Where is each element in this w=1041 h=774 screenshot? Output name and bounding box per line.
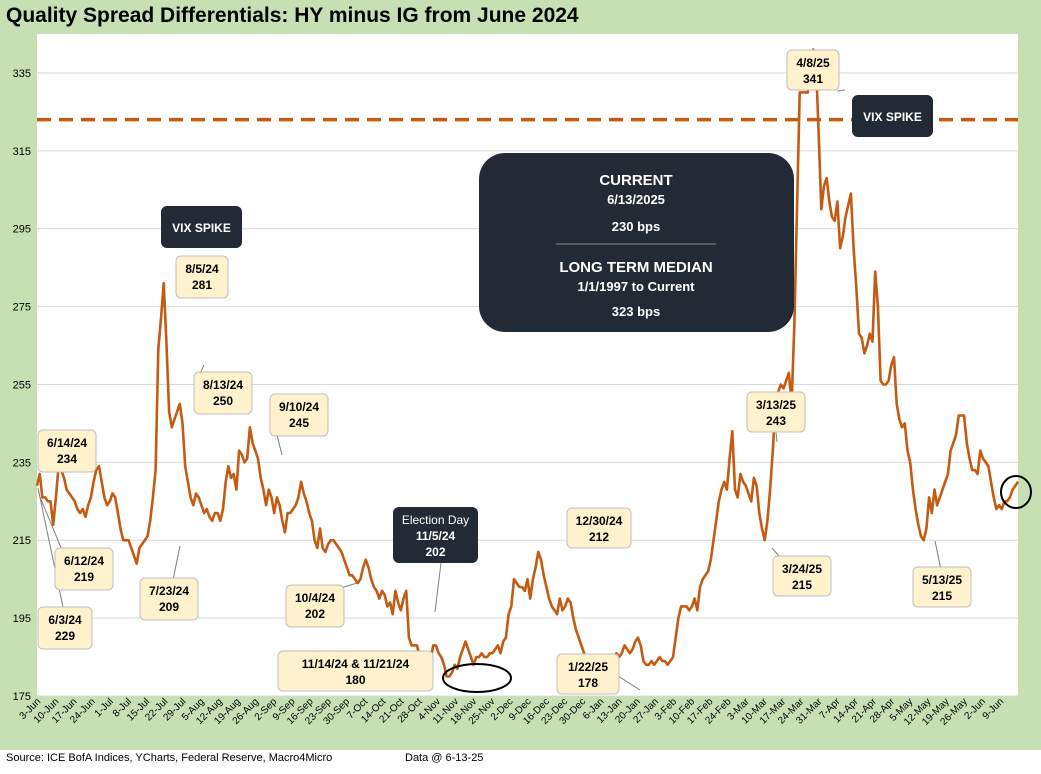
data-date: Data @ 6-13-25	[405, 752, 484, 764]
annotation-box	[746, 391, 806, 433]
annotation-value: 341	[803, 72, 823, 86]
annotation-value: 243	[766, 414, 786, 428]
leader-line	[434, 562, 442, 613]
leader-line	[934, 540, 942, 571]
vix-spike-box	[161, 206, 242, 248]
y-tick-label: 235	[13, 457, 31, 469]
vix-spike-label: VIX SPIKE	[863, 110, 922, 124]
low-circle	[442, 663, 512, 693]
annotation-value: 178	[578, 676, 598, 690]
current-value: 230 bps	[612, 219, 660, 234]
y-tick-label: 315	[13, 146, 31, 158]
leader-line	[775, 431, 778, 443]
annotation-label: 12/30/24	[576, 514, 623, 528]
y-tick-label: 295	[13, 224, 31, 236]
leader-line	[836, 89, 846, 92]
annotation-date: 11/5/24	[416, 529, 456, 543]
annotation-label: 1/22/25	[568, 660, 608, 674]
annotation-label: 8/5/24	[185, 262, 219, 276]
chart-svg: 1751952152352552752953153353-Jun10-Jun17…	[13, 34, 1032, 728]
y-tick-label: 175	[13, 691, 31, 703]
annotation-box	[285, 584, 345, 628]
annotation-value: 215	[932, 589, 952, 603]
annotation-label: 4/8/25	[796, 56, 830, 70]
annotation-label: 10/4/24	[295, 591, 335, 605]
vix-spike-box	[852, 95, 933, 137]
annotation-box	[772, 555, 832, 597]
annotation-value: 212	[589, 530, 609, 544]
annotation-value: 229	[55, 629, 75, 643]
annotation-label: 7/23/24	[149, 584, 189, 598]
annotation-box	[277, 650, 434, 692]
annotation-value: 202	[425, 545, 445, 559]
leader-line	[37, 487, 65, 613]
annotation-value: 219	[74, 570, 94, 584]
annotation-value: 202	[305, 607, 325, 621]
y-tick-label: 275	[13, 302, 31, 314]
annotation-label: 5/13/25	[922, 573, 962, 587]
median-value: 323 bps	[612, 304, 660, 319]
annotation-box	[37, 429, 97, 473]
annotation-box	[912, 566, 972, 608]
annotation-box	[786, 49, 840, 91]
leader-line	[39, 496, 63, 551]
annotation-value: 209	[159, 600, 179, 614]
annotation-box	[37, 606, 93, 650]
annotation-label: 3/24/25	[782, 562, 822, 576]
annotation-box	[556, 653, 620, 695]
annotation-value: 215	[792, 578, 812, 592]
annotation-label: 6/14/24	[47, 436, 87, 450]
median-range: 1/1/1997 to Current	[577, 279, 695, 294]
current-title: CURRENT	[599, 172, 672, 189]
y-tick-label: 195	[13, 613, 31, 625]
annotation-value: 245	[289, 416, 309, 430]
x-tick-label: 1-Jul	[93, 696, 116, 719]
annotation-label: 6/3/24	[48, 613, 82, 627]
chart-title: Quality Spread Differentials: HY minus I…	[6, 4, 579, 27]
annotation-box	[566, 507, 632, 549]
leader-line	[771, 547, 780, 557]
annotation-box	[54, 547, 114, 591]
annotation-label: 8/13/24	[203, 378, 243, 392]
annotation-label: 3/13/25	[756, 398, 796, 412]
annotation-box	[175, 255, 229, 299]
spread-line	[35, 48, 1020, 686]
current-circle	[1000, 475, 1032, 509]
x-tick-label: 9-Jun	[981, 696, 1006, 721]
leader-line	[172, 545, 181, 581]
annotation-box	[193, 371, 253, 415]
annotation-box	[139, 577, 199, 621]
annotation-label: 11/14/24 & 11/21/24	[302, 657, 410, 671]
y-tick-label: 255	[13, 379, 31, 391]
annotation-value: 281	[192, 278, 212, 292]
annotation-label: Election Day	[402, 513, 469, 527]
annotation-value: 250	[213, 394, 233, 408]
annotation-value: 180	[345, 673, 365, 687]
info-box	[479, 153, 794, 332]
current-date: 6/13/2025	[607, 192, 665, 207]
annotation-value: 234	[57, 452, 77, 466]
y-tick-label: 335	[13, 68, 31, 80]
leader-line	[276, 434, 283, 456]
median-title: LONG TERM MEDIAN	[559, 259, 712, 276]
annotation-label: 9/10/24	[279, 400, 319, 414]
source-note: Source: ICE BofA Indices, YCharts, Feder…	[6, 752, 333, 764]
vix-spike-label: VIX SPIKE	[172, 221, 231, 235]
annotation-box	[269, 393, 329, 437]
annotation-label: 6/12/24	[64, 554, 104, 568]
y-tick-label: 215	[13, 535, 31, 547]
leader-line	[617, 675, 641, 691]
annotation-box-election	[393, 507, 478, 563]
